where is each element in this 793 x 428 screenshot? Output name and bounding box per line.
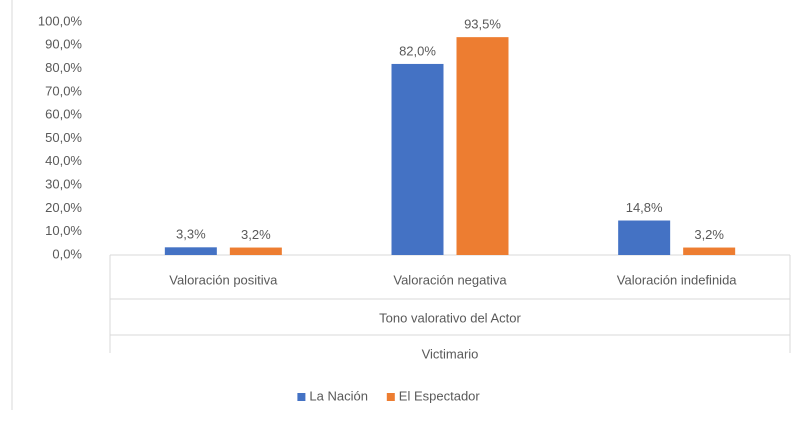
value-label: 3,2% — [241, 227, 271, 242]
y-tick-label: 40,0% — [45, 153, 82, 168]
value-label: 3,3% — [176, 227, 206, 242]
legend-swatch — [297, 393, 306, 401]
bar — [456, 37, 509, 255]
value-label: 3,2% — [694, 227, 724, 242]
bar — [618, 220, 671, 255]
legend-label: El Espectador — [399, 388, 481, 403]
y-tick-label: 0,0% — [52, 246, 82, 261]
y-tick-label: 50,0% — [45, 130, 82, 145]
x-tick-label: Valoración negativa — [393, 272, 507, 287]
y-tick-label: 60,0% — [45, 107, 82, 122]
value-label: 14,8% — [626, 200, 663, 215]
bar — [683, 247, 736, 255]
legend-swatch — [386, 393, 395, 401]
x-group-label: Tono valorativo del Actor — [379, 310, 521, 325]
y-tick-label: 70,0% — [45, 83, 82, 98]
bar — [164, 247, 217, 255]
value-label: 82,0% — [399, 43, 436, 58]
y-tick-label: 100,0% — [38, 13, 83, 28]
bar — [391, 63, 444, 255]
x-tick-label: Valoración positiva — [169, 272, 278, 287]
y-tick-label: 30,0% — [45, 177, 82, 192]
y-tick-label: 90,0% — [45, 37, 82, 52]
y-tick-label: 10,0% — [45, 223, 82, 238]
legend-label: La Nación — [309, 388, 368, 403]
x-group-label: Victimario — [422, 346, 479, 361]
y-tick-label: 20,0% — [45, 200, 82, 215]
x-tick-label: Valoración indefinida — [617, 272, 737, 287]
y-tick-label: 80,0% — [45, 60, 82, 75]
bar — [229, 247, 282, 255]
value-label: 93,5% — [464, 17, 501, 32]
